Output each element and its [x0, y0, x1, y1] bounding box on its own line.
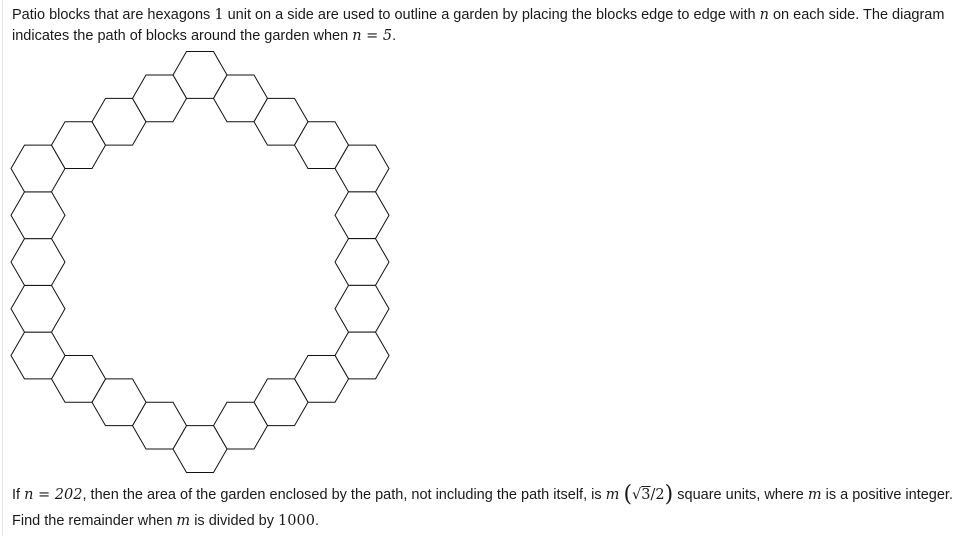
intro-text: . — [392, 28, 397, 44]
right-paren: ) — [664, 482, 674, 507]
fraction-denominator: /2 — [650, 487, 665, 503]
hexagon-block — [334, 284, 390, 333]
hexagon-block — [334, 191, 390, 240]
hexagon-path-diagram — [10, 51, 390, 473]
question-paragraph: If n = 202, then the area of the garden … — [12, 482, 972, 534]
hexagon-block — [10, 191, 66, 240]
equation-n-202: n = 202 — [24, 487, 83, 503]
hexagon-block — [334, 238, 390, 286]
sqrt-expression: √3/2 — [632, 487, 665, 503]
left-paren: ( — [623, 482, 633, 507]
question-text: is divided by — [190, 513, 279, 529]
variable-n: n — [759, 7, 769, 23]
intro-text: unit on a side are used to outline a gar… — [223, 7, 760, 23]
variable-m: m — [605, 487, 620, 503]
question-text: is a positive integer. Find the remainde… — [12, 487, 953, 529]
equation-n-5: n = 5 — [352, 28, 393, 44]
question-text: square units, where — [677, 487, 808, 503]
intro-paragraph: Patio blocks that are hexagons 1 unit on… — [12, 5, 972, 47]
hexagon-block — [131, 74, 188, 123]
question-text: . — [314, 513, 319, 529]
question-text: If — [12, 487, 25, 503]
hexagon-block — [10, 284, 66, 333]
modulus-value: 1000 — [278, 513, 315, 529]
sqrt-argument: 3 — [641, 487, 651, 503]
question-text: , then the area of the garden enclosed b… — [82, 487, 606, 503]
intro-text: on each side. The diagram indicates the … — [12, 7, 945, 44]
variable-m: m — [176, 513, 191, 529]
side-length-value: 1 — [214, 7, 224, 23]
hexagon-block — [10, 238, 66, 286]
left-margin-rule — [2, 0, 3, 536]
intro-text: Patio blocks that are hexagons — [12, 7, 215, 23]
variable-m: m — [807, 487, 822, 503]
